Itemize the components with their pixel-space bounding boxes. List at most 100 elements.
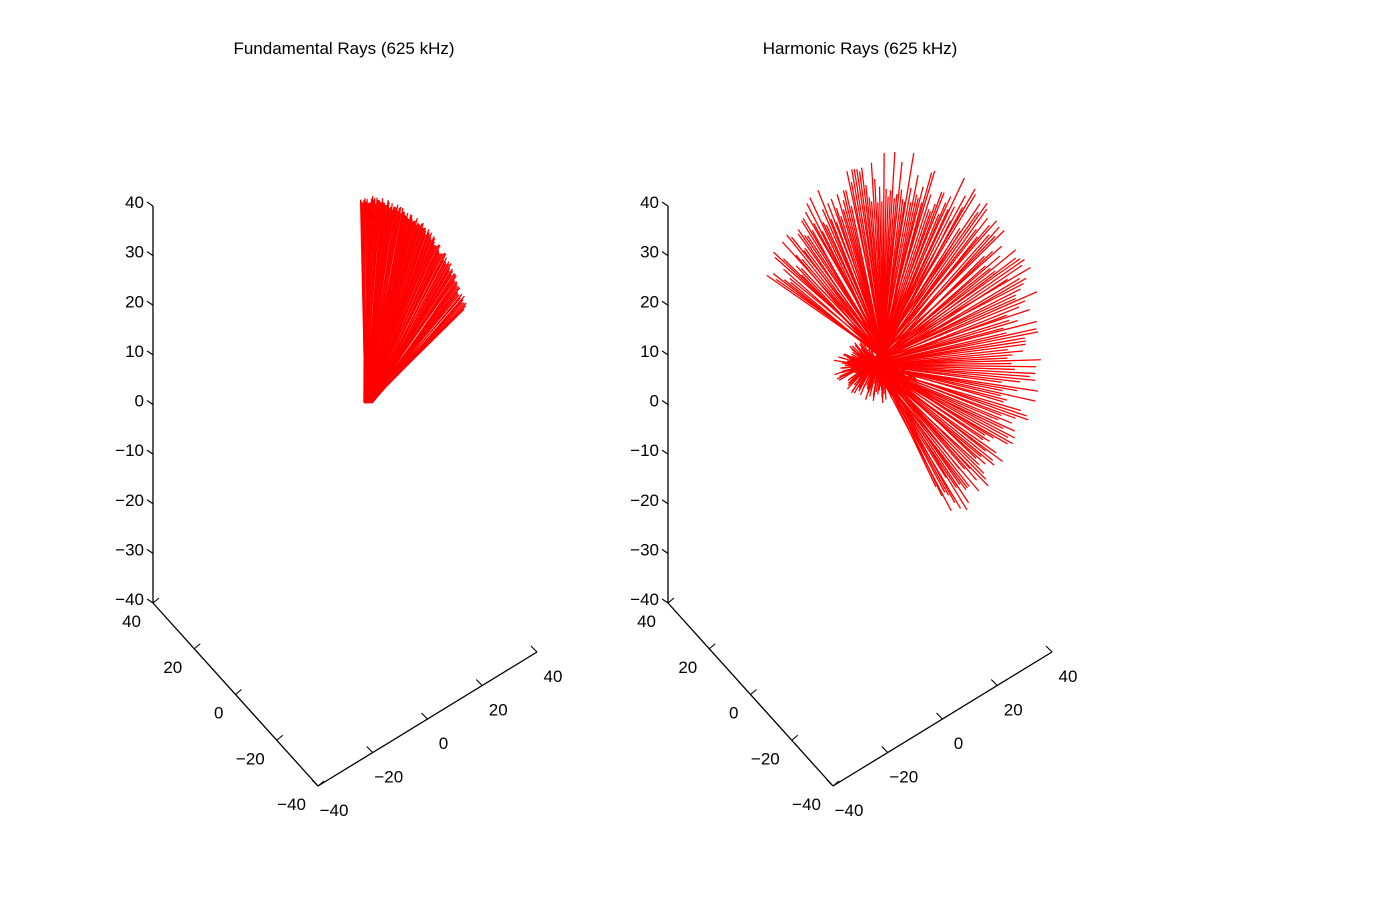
x-tick-label: 20 — [1004, 701, 1023, 720]
z-tick-mark — [146, 400, 154, 405]
z-tick-mark — [661, 251, 669, 257]
x-tick-mark — [826, 779, 834, 787]
z-tick-label: −10 — [630, 441, 659, 460]
x-tick-label: 0 — [954, 734, 963, 753]
y-tick-mark — [791, 734, 799, 741]
ray — [862, 360, 1029, 421]
x-tick-label: 20 — [489, 701, 508, 720]
ray — [809, 197, 895, 378]
ray — [870, 349, 937, 488]
chart-title-fundamental: Fundamental Rays (625 kHz) — [233, 39, 454, 58]
ray — [795, 265, 894, 372]
z-tick-mark — [661, 201, 669, 207]
z-tick-mark — [661, 548, 669, 554]
y-tick-label: 0 — [729, 704, 738, 723]
y-tick-label: −40 — [792, 795, 821, 814]
ray — [795, 254, 894, 373]
ray — [368, 270, 454, 403]
harmonic-rays-panel: Harmonic Rays (625 kHz) −40 −30 −20 −10 0 10 2… — [630, 39, 1077, 820]
y-tick-mark — [750, 689, 757, 695]
x-tick-mark — [936, 712, 943, 720]
x-tick-label: −20 — [374, 768, 403, 787]
z-tick-mark — [661, 300, 669, 306]
x-tick-label: 40 — [1059, 667, 1078, 686]
z-tick-label: 10 — [640, 342, 659, 361]
ray — [369, 308, 465, 403]
ray — [368, 280, 455, 403]
y-tick-label: −20 — [751, 749, 780, 768]
z-tick-label: 20 — [125, 292, 144, 311]
x-tick-mark — [881, 746, 889, 753]
z-tick-mark — [661, 499, 669, 505]
z-tick-label: 20 — [640, 292, 659, 311]
z-tick-label: −40 — [630, 590, 659, 609]
ray — [367, 263, 450, 404]
z-tick-label: −30 — [630, 540, 659, 559]
ray — [867, 354, 978, 481]
ray — [861, 362, 1036, 382]
x-tick-label: −20 — [889, 768, 918, 787]
x-tick-label: −40 — [320, 801, 349, 820]
ray — [871, 358, 977, 459]
ray — [363, 198, 366, 403]
z-tick-mark — [661, 350, 669, 356]
z-tick-mark — [146, 350, 154, 356]
y-tick-label: −20 — [236, 749, 265, 768]
z-tick-label: −20 — [115, 491, 144, 510]
x-tick-mark — [366, 746, 374, 753]
y-tick-mark — [708, 643, 716, 650]
z-tick-label: −20 — [630, 491, 659, 510]
x-tick-mark — [311, 779, 319, 787]
z-tick-label: 40 — [640, 193, 659, 212]
rays-group — [359, 196, 467, 404]
z-tick-label: 30 — [125, 243, 144, 262]
y-tick-label: 20 — [678, 658, 697, 677]
z-tick-mark — [661, 400, 669, 405]
x-tick-mark — [530, 645, 538, 653]
ray — [869, 359, 986, 436]
y-tick-label: 0 — [214, 704, 223, 723]
ray — [867, 361, 1004, 403]
y-tick-label: −40 — [277, 795, 306, 814]
y-tick-mark — [193, 643, 201, 650]
z-tick-mark — [661, 449, 669, 455]
z-tick-mark — [146, 598, 154, 604]
ray — [365, 220, 415, 403]
x-tick-label: 0 — [439, 734, 448, 753]
y-tick-mark — [152, 597, 160, 604]
x-tick-label: −40 — [835, 801, 864, 820]
z-tick-mark — [661, 598, 669, 604]
z-tick-label: 40 — [125, 193, 144, 212]
ray — [368, 249, 440, 402]
ray — [811, 230, 893, 375]
x-tick-mark — [1045, 645, 1053, 653]
z-tick-mark — [146, 300, 154, 306]
x-tick-label: 40 — [544, 667, 563, 686]
y-tick-label: 40 — [637, 612, 656, 631]
y-tick-mark — [667, 597, 675, 604]
x-tick-mark — [990, 679, 998, 686]
z-tick-label: 30 — [640, 243, 659, 262]
z-tick-label: −30 — [115, 540, 144, 559]
rays-group — [766, 152, 1041, 512]
ray — [874, 355, 943, 497]
z-tick-mark — [146, 499, 154, 505]
fundamental-rays-panel: Fundamental Rays (625 kHz) −40 −30 −20 −10 0… — [115, 39, 562, 820]
y-tick-label: 40 — [122, 612, 141, 631]
z-tick-label: 0 — [135, 392, 144, 411]
ray — [367, 259, 445, 403]
ray — [365, 212, 409, 403]
ray — [365, 202, 386, 403]
z-tick-label: −10 — [115, 441, 144, 460]
ray — [366, 227, 424, 404]
x-tick-mark — [475, 679, 483, 686]
y-tick-label: 20 — [163, 658, 182, 677]
ray — [364, 201, 381, 402]
y-tick-mark — [276, 734, 284, 741]
y-tick-mark — [235, 689, 242, 695]
ray — [366, 245, 438, 402]
chart-title-harmonic: Harmonic Rays (625 kHz) — [763, 39, 958, 58]
z-tick-label: 0 — [650, 392, 659, 411]
ray — [367, 217, 418, 403]
